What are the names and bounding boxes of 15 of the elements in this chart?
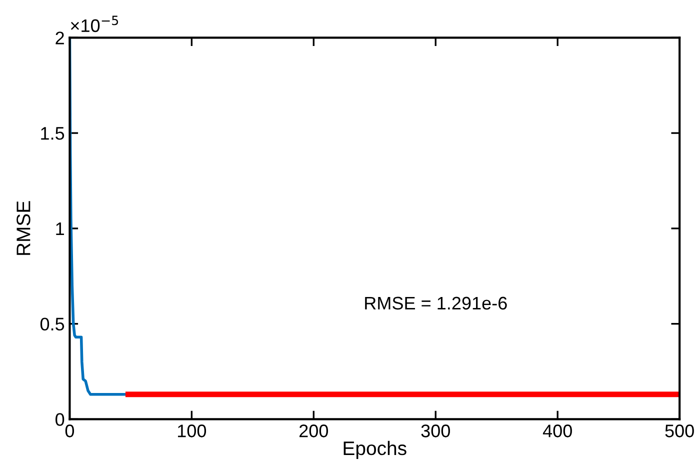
x-tick-label: 300 <box>421 424 450 438</box>
x-tick-label: 0 <box>65 424 74 438</box>
text: ×10$^{−5}$ <box>70 16 118 32</box>
x-tick-label: 100 <box>178 424 206 438</box>
x-axis-title: Epochs <box>344 440 406 460</box>
y-axis-title: RMSE <box>16 201 30 255</box>
y-tick-label: 2 <box>56 32 64 44</box>
x-tick-label: 500 <box>665 424 694 438</box>
x-tick-label: 200 <box>300 424 328 438</box>
y-tick-label: 0 <box>56 413 64 426</box>
y-tick-label: 1.5 <box>41 127 64 140</box>
y-tick-label: 0.5 <box>40 318 64 331</box>
x-tick-label: 400 <box>542 424 572 438</box>
annotation: RMSE = 1.291e-6 <box>365 296 507 310</box>
y-tick-label: 1 <box>56 222 64 235</box>
